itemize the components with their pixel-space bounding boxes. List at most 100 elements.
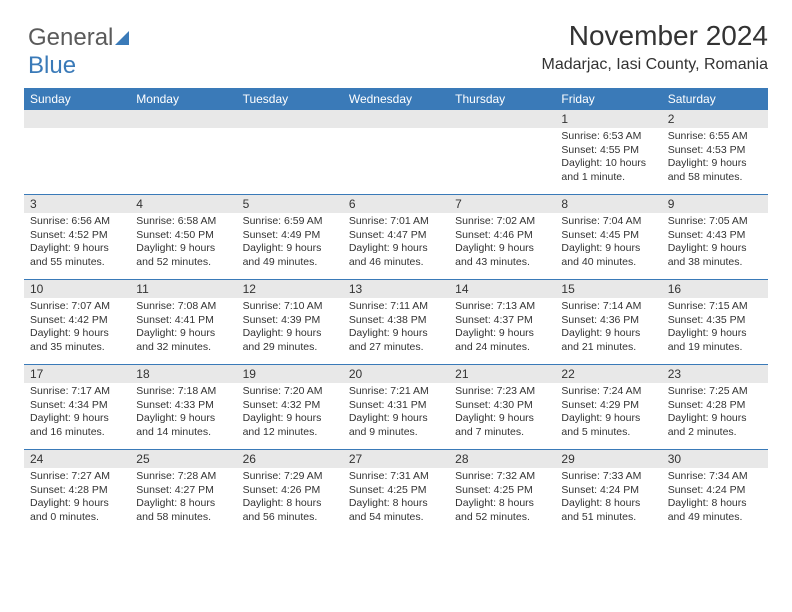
sunrise-text: Sunrise: 7:05 AM [668,215,762,229]
date-number: 1 [555,110,661,128]
sunrise-text: Sunrise: 7:08 AM [136,300,230,314]
sunset-text: Sunset: 4:45 PM [561,229,655,243]
sunset-text: Sunset: 4:39 PM [243,314,337,328]
sunrise-text: Sunrise: 7:32 AM [455,470,549,484]
cell-body: Sunrise: 7:23 AMSunset: 4:30 PMDaylight:… [449,383,555,444]
sunset-text: Sunset: 4:25 PM [349,484,443,498]
daylight-text: Daylight: 9 hours and 32 minutes. [136,327,230,354]
day-header: Wednesday [343,88,449,110]
date-number: 30 [662,450,768,468]
calendar-cell: 16Sunrise: 7:15 AMSunset: 4:35 PMDayligh… [662,280,768,364]
calendar-cell: 14Sunrise: 7:13 AMSunset: 4:37 PMDayligh… [449,280,555,364]
date-number [449,110,555,128]
daylight-text: Daylight: 9 hours and 0 minutes. [30,497,124,524]
sunrise-text: Sunrise: 6:59 AM [243,215,337,229]
daylight-text: Daylight: 9 hours and 58 minutes. [668,157,762,184]
daylight-text: Daylight: 9 hours and 12 minutes. [243,412,337,439]
calendar-cell: 11Sunrise: 7:08 AMSunset: 4:41 PMDayligh… [130,280,236,364]
daylight-text: Daylight: 9 hours and 5 minutes. [561,412,655,439]
cell-body: Sunrise: 7:10 AMSunset: 4:39 PMDaylight:… [237,298,343,359]
sunset-text: Sunset: 4:38 PM [349,314,443,328]
sunset-text: Sunset: 4:37 PM [455,314,549,328]
daylight-text: Daylight: 9 hours and 2 minutes. [668,412,762,439]
cell-body: Sunrise: 7:08 AMSunset: 4:41 PMDaylight:… [130,298,236,359]
calendar: SundayMondayTuesdayWednesdayThursdayFrid… [24,88,768,534]
cell-body: Sunrise: 7:33 AMSunset: 4:24 PMDaylight:… [555,468,661,529]
calendar-cell: 23Sunrise: 7:25 AMSunset: 4:28 PMDayligh… [662,365,768,449]
date-number: 23 [662,365,768,383]
daylight-text: Daylight: 8 hours and 56 minutes. [243,497,337,524]
sunrise-text: Sunrise: 7:18 AM [136,385,230,399]
cell-body: Sunrise: 6:53 AMSunset: 4:55 PMDaylight:… [555,128,661,189]
calendar-cell: 7Sunrise: 7:02 AMSunset: 4:46 PMDaylight… [449,195,555,279]
date-number: 22 [555,365,661,383]
calendar-cell: 22Sunrise: 7:24 AMSunset: 4:29 PMDayligh… [555,365,661,449]
date-number: 12 [237,280,343,298]
sunrise-text: Sunrise: 7:17 AM [30,385,124,399]
cell-body: Sunrise: 7:25 AMSunset: 4:28 PMDaylight:… [662,383,768,444]
date-number: 20 [343,365,449,383]
sunrise-text: Sunrise: 7:34 AM [668,470,762,484]
daylight-text: Daylight: 9 hours and 40 minutes. [561,242,655,269]
sunset-text: Sunset: 4:30 PM [455,399,549,413]
sunset-text: Sunset: 4:33 PM [136,399,230,413]
sunset-text: Sunset: 4:41 PM [136,314,230,328]
sunset-text: Sunset: 4:28 PM [30,484,124,498]
logo-text-1: General [28,24,113,51]
calendar-cell [237,110,343,194]
sunrise-text: Sunrise: 7:11 AM [349,300,443,314]
sunset-text: Sunset: 4:47 PM [349,229,443,243]
date-number: 24 [24,450,130,468]
logo-text-2: Blue [28,52,76,79]
calendar-cell [130,110,236,194]
sunset-text: Sunset: 4:27 PM [136,484,230,498]
cell-body: Sunrise: 7:04 AMSunset: 4:45 PMDaylight:… [555,213,661,274]
calendar-cell: 1Sunrise: 6:53 AMSunset: 4:55 PMDaylight… [555,110,661,194]
date-number: 26 [237,450,343,468]
date-number [24,110,130,128]
date-number: 28 [449,450,555,468]
daylight-text: Daylight: 9 hours and 29 minutes. [243,327,337,354]
sunset-text: Sunset: 4:24 PM [561,484,655,498]
sunrise-text: Sunrise: 7:31 AM [349,470,443,484]
sunrise-text: Sunrise: 7:01 AM [349,215,443,229]
calendar-cell: 21Sunrise: 7:23 AMSunset: 4:30 PMDayligh… [449,365,555,449]
cell-body: Sunrise: 7:01 AMSunset: 4:47 PMDaylight:… [343,213,449,274]
date-number [130,110,236,128]
cell-body: Sunrise: 6:55 AMSunset: 4:53 PMDaylight:… [662,128,768,189]
sunrise-text: Sunrise: 6:55 AM [668,130,762,144]
sunrise-text: Sunrise: 7:13 AM [455,300,549,314]
calendar-week: 1Sunrise: 6:53 AMSunset: 4:55 PMDaylight… [24,110,768,194]
daylight-text: Daylight: 9 hours and 21 minutes. [561,327,655,354]
cell-body: Sunrise: 7:17 AMSunset: 4:34 PMDaylight:… [24,383,130,444]
calendar-cell [24,110,130,194]
daylight-text: Daylight: 9 hours and 38 minutes. [668,242,762,269]
calendar-cell: 12Sunrise: 7:10 AMSunset: 4:39 PMDayligh… [237,280,343,364]
sunset-text: Sunset: 4:26 PM [243,484,337,498]
daylight-text: Daylight: 8 hours and 49 minutes. [668,497,762,524]
daylight-text: Daylight: 9 hours and 43 minutes. [455,242,549,269]
date-number: 7 [449,195,555,213]
cell-body: Sunrise: 7:24 AMSunset: 4:29 PMDaylight:… [555,383,661,444]
daylight-text: Daylight: 8 hours and 58 minutes. [136,497,230,524]
calendar-cell: 6Sunrise: 7:01 AMSunset: 4:47 PMDaylight… [343,195,449,279]
cell-body: Sunrise: 7:32 AMSunset: 4:25 PMDaylight:… [449,468,555,529]
daylight-text: Daylight: 9 hours and 55 minutes. [30,242,124,269]
date-number: 11 [130,280,236,298]
calendar-cell: 26Sunrise: 7:29 AMSunset: 4:26 PMDayligh… [237,450,343,534]
calendar-cell: 29Sunrise: 7:33 AMSunset: 4:24 PMDayligh… [555,450,661,534]
cell-body: Sunrise: 7:05 AMSunset: 4:43 PMDaylight:… [662,213,768,274]
cell-body: Sunrise: 7:02 AMSunset: 4:46 PMDaylight:… [449,213,555,274]
sunset-text: Sunset: 4:24 PM [668,484,762,498]
date-number: 15 [555,280,661,298]
date-number [343,110,449,128]
date-number: 25 [130,450,236,468]
sunrise-text: Sunrise: 7:20 AM [243,385,337,399]
sunset-text: Sunset: 4:49 PM [243,229,337,243]
sunset-text: Sunset: 4:55 PM [561,144,655,158]
day-header: Monday [130,88,236,110]
calendar-cell: 28Sunrise: 7:32 AMSunset: 4:25 PMDayligh… [449,450,555,534]
sunset-text: Sunset: 4:36 PM [561,314,655,328]
cell-body: Sunrise: 7:18 AMSunset: 4:33 PMDaylight:… [130,383,236,444]
logo: General Blue [28,24,129,80]
